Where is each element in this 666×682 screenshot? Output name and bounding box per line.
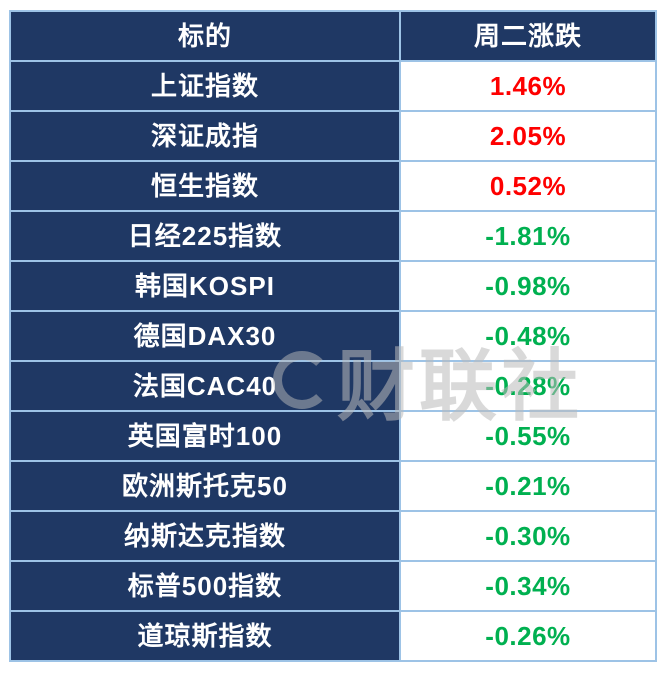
index-name-nikkei225: 日经225指数 [11,212,399,260]
column-header-change: 周二涨跌 [401,12,655,60]
index-change-kospi: -0.98% [401,262,655,310]
index-change-table: 标的 周二涨跌 上证指数 1.46% 深证成指 2.05% 恒生指数 0.52%… [9,10,657,662]
index-change-cac40: -0.28% [401,362,655,410]
index-change-szse: 2.05% [401,112,655,160]
index-name-hangseng: 恒生指数 [11,162,399,210]
index-name-stoxx50: 欧洲斯托克50 [11,462,399,510]
column-header-target: 标的 [11,12,399,60]
index-change-sp500: -0.34% [401,562,655,610]
index-change-ftse100: -0.55% [401,412,655,460]
index-name-dax30: 德国DAX30 [11,312,399,360]
index-change-stoxx50: -0.21% [401,462,655,510]
index-change-dowjones: -0.26% [401,612,655,660]
index-name-kospi: 韩国KOSPI [11,262,399,310]
index-name-szse: 深证成指 [11,112,399,160]
index-name-ftse100: 英国富时100 [11,412,399,460]
index-name-sp500: 标普500指数 [11,562,399,610]
index-name-dowjones: 道琼斯指数 [11,612,399,660]
index-change-hangseng: 0.52% [401,162,655,210]
index-change-nasdaq: -0.30% [401,512,655,560]
index-name-nasdaq: 纳斯达克指数 [11,512,399,560]
index-name-cac40: 法国CAC40 [11,362,399,410]
index-change-sse: 1.46% [401,62,655,110]
index-name-sse: 上证指数 [11,62,399,110]
index-change-dax30: -0.48% [401,312,655,360]
index-change-nikkei225: -1.81% [401,212,655,260]
